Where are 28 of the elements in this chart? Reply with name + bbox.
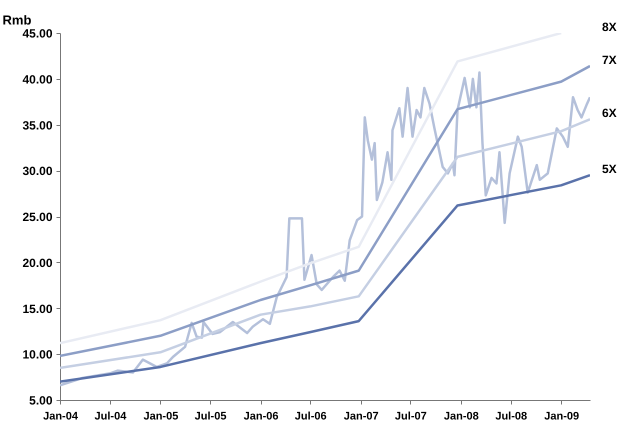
x-tick-label: Jan-06 [244, 410, 278, 422]
x-tick-label: Jan-08 [444, 410, 479, 422]
y-tick-label: 10.00 [22, 348, 53, 362]
x-tick-label: Jul-04 [94, 410, 128, 422]
x-tick-label: Jan-04 [43, 410, 79, 422]
x-tick-label: Jan-07 [344, 410, 379, 422]
y-tick-label: 25.00 [22, 210, 53, 224]
x-tick-label: Jul-07 [394, 410, 427, 422]
series-label: 7X [602, 53, 617, 68]
series-label: 6X [602, 106, 617, 120]
series-label: 5X [602, 162, 617, 176]
text: 8X [602, 20, 617, 34]
line-series [60, 118, 590, 370]
y-tick-label: 35.00 [22, 118, 53, 132]
x-tick-label: Jul-06 [294, 410, 327, 422]
line-series [60, 33, 562, 344]
x-tick-label: Jan-05 [143, 410, 178, 422]
y-tick-label: 40.00 [22, 72, 53, 86]
line-series [60, 174, 590, 383]
x-tick-label: Jul-08 [495, 410, 528, 422]
y-tick-label: 5.00 [29, 394, 53, 408]
y-tick-label: 15.00 [22, 302, 53, 316]
x-tick-label: Jul-05 [194, 410, 226, 422]
y-tick-label: 45.00 [22, 26, 53, 40]
y-axis-title: Rmb [2, 12, 32, 28]
y-tick-label: 20.00 [22, 256, 53, 270]
x-tick-label: Jan-09 [544, 410, 580, 422]
y-tick-label: 30.00 [22, 164, 53, 178]
